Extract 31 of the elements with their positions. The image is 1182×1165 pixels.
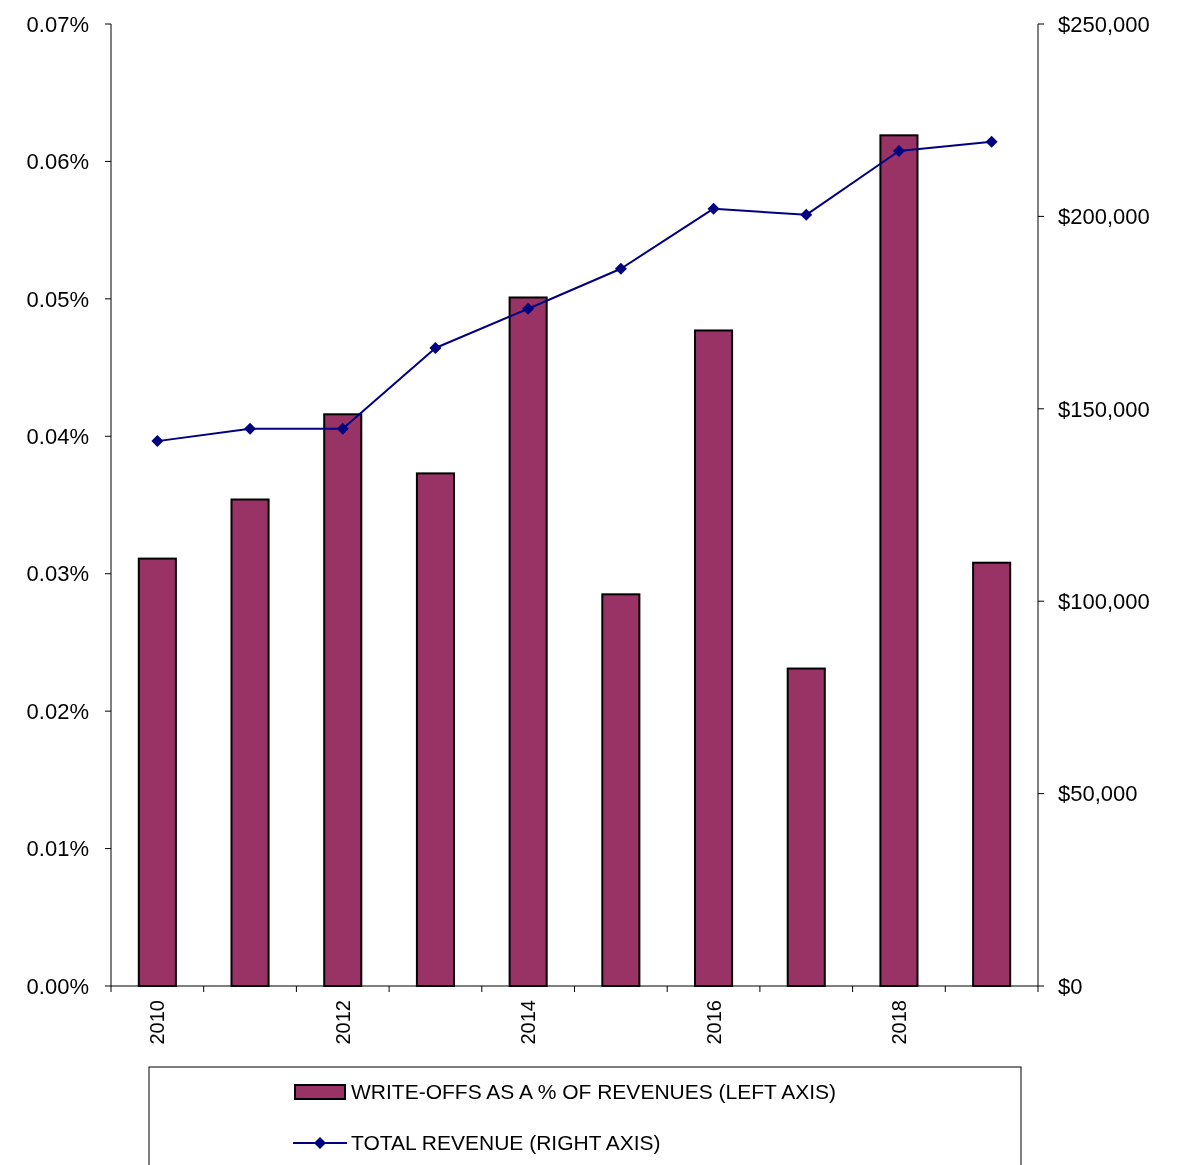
legend-label: TOTAL REVENUE (RIGHT AXIS) [351, 1131, 661, 1155]
y2-tick-label: $250,000 [1058, 11, 1150, 37]
point [244, 422, 257, 435]
point [614, 262, 627, 275]
y2-tick-label: $100,000 [1058, 588, 1150, 614]
x-tick-label: 2016 [702, 1000, 725, 1045]
y-tick-label: 0.07% [26, 11, 89, 37]
point [892, 144, 905, 157]
y-tick-label: 0.05% [26, 286, 89, 312]
y-tick-label: 0.00% [26, 973, 89, 999]
x-tick-label: 2012 [331, 1000, 354, 1045]
point [985, 135, 998, 148]
y2-tick-label: $50,000 [1058, 781, 1138, 807]
y2-tick-label: $150,000 [1058, 396, 1150, 422]
point [336, 422, 349, 435]
y-tick-label: 0.02% [26, 698, 89, 724]
x-tick-label: 2010 [146, 1000, 169, 1045]
point [707, 202, 720, 215]
x-tick-label: 2018 [887, 1000, 910, 1045]
y-tick-label: 0.03% [26, 561, 89, 587]
y-tick-label: 0.01% [26, 836, 89, 862]
point [800, 208, 813, 221]
legend-label: WRITE-OFFS AS A % OF REVENUES (LEFT AXIS) [351, 1080, 837, 1104]
x-tick-label: 2014 [517, 1000, 540, 1045]
y-tick-label: 0.06% [26, 149, 89, 175]
point [151, 435, 164, 448]
point [522, 302, 535, 315]
y2-tick-label: $0 [1058, 973, 1083, 999]
y-tick-label: 0.04% [26, 423, 89, 449]
point [429, 342, 442, 354]
y2-tick-label: $200,000 [1058, 204, 1150, 230]
